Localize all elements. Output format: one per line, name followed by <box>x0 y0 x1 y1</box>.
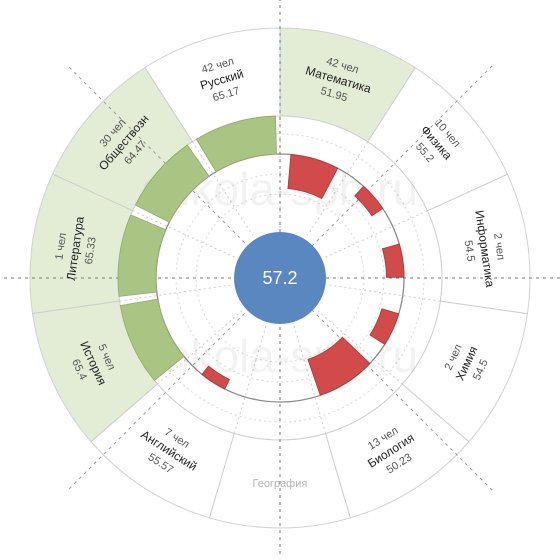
sector-highlight <box>52 67 193 211</box>
divider-outer <box>208 433 235 518</box>
bar-10 <box>117 214 167 297</box>
bar-5 <box>369 308 400 345</box>
divider-inner <box>306 141 369 237</box>
bar-4 <box>381 243 405 278</box>
divider-outer <box>402 383 470 443</box>
divider-outer <box>90 383 158 443</box>
divider-inner <box>325 210 428 258</box>
divider-outer <box>325 433 351 519</box>
divider-inner <box>329 284 441 302</box>
bar-8 <box>201 365 230 390</box>
subject-count: 1 чел <box>53 232 69 261</box>
divider-outer <box>32 300 120 314</box>
divider-outer <box>52 173 133 212</box>
divider-inner <box>119 284 231 302</box>
divider-inner <box>233 325 267 434</box>
bar-3 <box>354 185 384 217</box>
axis-diagonal <box>67 65 493 491</box>
bar-11 <box>134 144 210 223</box>
divider-outer <box>367 67 416 143</box>
sector-highlight <box>32 300 158 442</box>
bar-6 <box>307 336 371 396</box>
bar-9 <box>119 298 185 382</box>
divider-inner <box>317 310 403 385</box>
divider-outer <box>144 67 193 142</box>
sector-highlight <box>280 28 416 142</box>
center-value: 57.2 <box>262 268 297 288</box>
subject-value: 54.5 <box>462 239 477 262</box>
divider-inner <box>132 210 235 258</box>
divider-inner <box>157 310 243 385</box>
divider-inner <box>192 141 254 237</box>
subject-value: 65.33 <box>83 236 99 265</box>
bars <box>117 115 405 396</box>
subject-count: 2 чел <box>491 232 507 261</box>
subject-label-group: География <box>252 478 307 490</box>
sector-backgrounds <box>30 28 416 442</box>
bar-1 <box>195 115 277 173</box>
axis-diagonal <box>67 65 493 491</box>
bar-2 <box>287 154 339 200</box>
divider-outer <box>440 300 528 315</box>
sector-highlight <box>30 174 133 314</box>
divider-outer <box>427 173 508 212</box>
center-circle <box>234 232 326 324</box>
center-badge: 57.2 <box>234 232 326 324</box>
subject-name: География <box>252 478 307 490</box>
divider-inner <box>293 325 327 434</box>
watermark-text-bottom: shkola-spb.ru <box>142 330 418 382</box>
